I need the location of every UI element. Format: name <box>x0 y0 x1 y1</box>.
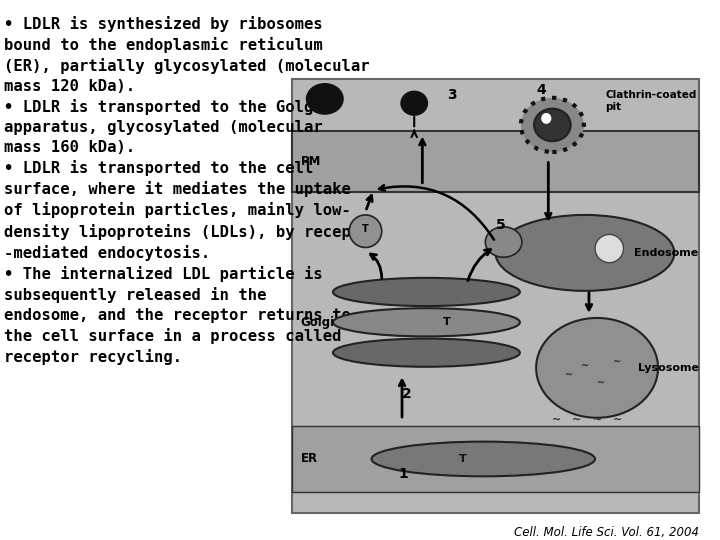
Bar <box>292 79 698 513</box>
Text: ~: ~ <box>593 415 602 425</box>
Ellipse shape <box>372 442 595 476</box>
Ellipse shape <box>333 278 520 306</box>
Ellipse shape <box>307 84 343 114</box>
Text: ~: ~ <box>613 415 622 425</box>
Text: Cell. Mol. Life Sci. Vol. 61, 2004: Cell. Mol. Life Sci. Vol. 61, 2004 <box>513 526 698 539</box>
Text: Endosome: Endosome <box>634 248 698 258</box>
Ellipse shape <box>349 215 382 247</box>
Ellipse shape <box>595 234 624 262</box>
Text: T: T <box>459 454 467 464</box>
Text: Clathrin-coated
pit: Clathrin-coated pit <box>606 90 696 112</box>
Ellipse shape <box>521 98 584 152</box>
Text: ~: ~ <box>581 361 589 370</box>
Text: ~: ~ <box>597 378 606 388</box>
Text: ~: ~ <box>613 356 621 366</box>
Ellipse shape <box>333 339 520 367</box>
Text: 2: 2 <box>402 387 412 401</box>
Bar <box>292 131 698 192</box>
Ellipse shape <box>536 318 658 418</box>
Ellipse shape <box>485 227 522 257</box>
Text: ~: ~ <box>572 415 581 425</box>
Text: Lysosome: Lysosome <box>638 363 698 373</box>
Ellipse shape <box>495 215 675 291</box>
Text: PM: PM <box>300 156 321 168</box>
Text: ER: ER <box>300 453 318 465</box>
Text: Golgi: Golgi <box>300 316 335 329</box>
Text: T: T <box>362 224 369 234</box>
Text: • LDLR is synthesized by ribosomes
bound to the endoplasmic reticulum
(ER), part: • LDLR is synthesized by ribosomes bound… <box>4 16 379 366</box>
Ellipse shape <box>401 91 428 115</box>
Text: ~: ~ <box>564 369 572 380</box>
Text: 4: 4 <box>536 83 546 97</box>
Text: 3: 3 <box>446 87 456 102</box>
Ellipse shape <box>541 113 552 124</box>
Text: 5: 5 <box>495 218 505 232</box>
Ellipse shape <box>333 308 520 336</box>
Ellipse shape <box>534 109 571 141</box>
Text: T: T <box>443 318 451 327</box>
Text: 1: 1 <box>398 467 408 481</box>
Text: ~: ~ <box>552 415 561 425</box>
Bar <box>292 427 698 491</box>
